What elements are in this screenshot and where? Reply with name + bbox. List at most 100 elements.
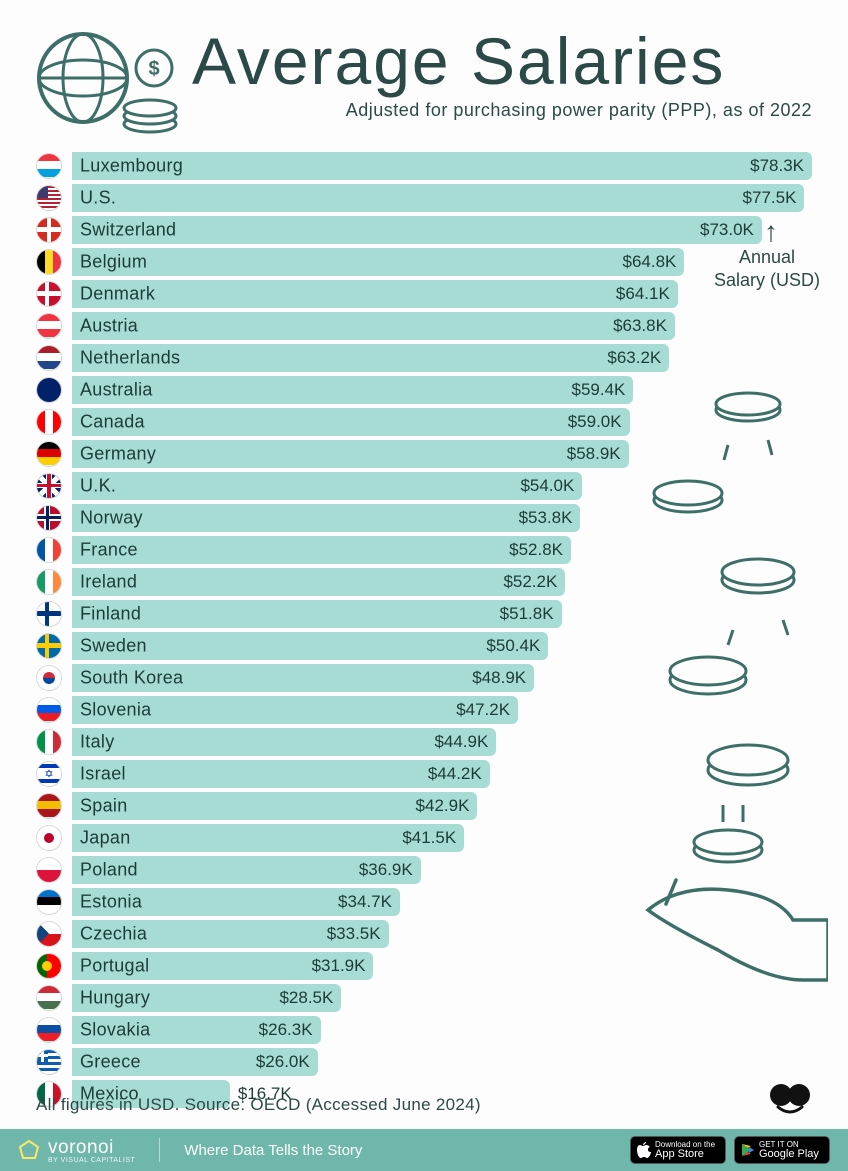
country-label: Netherlands — [80, 347, 180, 368]
flag-icon — [36, 1049, 62, 1075]
bar-row: Switzerland$73.0K — [36, 214, 812, 245]
flag-icon — [36, 601, 62, 627]
salary-bar: Austria$63.8K — [72, 312, 675, 340]
footer-tagline: Where Data Tells the Story — [184, 1142, 362, 1159]
bar-row: Austria$63.8K — [36, 310, 812, 341]
salary-value: $48.9K — [472, 668, 526, 688]
page-subtitle: Adjusted for purchasing power parity (PP… — [192, 100, 812, 121]
country-label: South Korea — [80, 667, 183, 688]
bar-row: South Korea $48.9K — [36, 662, 812, 693]
country-label: Luxembourg — [80, 155, 183, 176]
salary-bar: Belgium$64.8K — [72, 248, 684, 276]
flag-icon — [36, 825, 62, 851]
flag-icon — [36, 569, 62, 595]
salary-bar: South Korea $48.9K — [72, 664, 534, 692]
salary-bar: Sweden $50.4K — [72, 632, 548, 660]
bar-row: Italy $44.9K — [36, 726, 812, 757]
flag-icon — [36, 345, 62, 371]
flag-icon — [36, 505, 62, 531]
flag-icon — [36, 857, 62, 883]
bar-row: Denmark $64.1K — [36, 278, 812, 309]
country-label: Czechia — [80, 923, 147, 944]
bar-row: Slovakia$26.3K — [36, 1014, 812, 1045]
flag-icon — [36, 473, 62, 499]
country-label: Sweden — [80, 635, 147, 656]
footer-divider — [159, 1138, 160, 1162]
country-label: Israel — [80, 763, 126, 784]
bar-row: Finland $51.8K — [36, 598, 812, 629]
apple-icon — [637, 1142, 651, 1158]
source-note: All figures in USD. Source: OECD (Access… — [36, 1095, 481, 1115]
country-label: France — [80, 539, 138, 560]
salary-value: $42.9K — [416, 796, 470, 816]
bar-row: Canada$59.0K — [36, 406, 812, 437]
globe-coins-icon: $ — [28, 28, 178, 138]
salary-bar: U.K.$54.0K — [72, 472, 582, 500]
bar-row: Germany$58.9K — [36, 438, 812, 469]
flag-icon — [36, 953, 62, 979]
salary-value: $50.4K — [486, 636, 540, 656]
bar-row: Japan$41.5K — [36, 822, 812, 853]
salary-value: $26.0K — [256, 1052, 310, 1072]
header: $ Average Salaries Adjusted for purchasi… — [0, 0, 848, 138]
flag-icon — [36, 537, 62, 563]
app-store-badge[interactable]: Download on theApp Store — [630, 1136, 726, 1164]
salary-value: $36.9K — [359, 860, 413, 880]
salary-bar: Slovakia$26.3K — [72, 1016, 321, 1044]
voronoi-logo-icon — [18, 1139, 40, 1161]
bar-row: Hungary$28.5K — [36, 982, 812, 1013]
salary-value: $73.0K — [700, 220, 754, 240]
salary-value: $47.2K — [456, 700, 510, 720]
salary-bar: Spain $42.9K — [72, 792, 477, 820]
country-label: Japan — [80, 827, 131, 848]
country-label: Italy — [80, 731, 115, 752]
salary-bar: Germany$58.9K — [72, 440, 629, 468]
google-play-icon — [741, 1143, 755, 1157]
bar-row: Czechia $33.5K — [36, 918, 812, 949]
salary-value: $28.5K — [279, 988, 333, 1008]
vc-face-logo-icon — [768, 1083, 812, 1115]
footer-bar: voronoi BY VISUAL CAPITALIST Where Data … — [0, 1129, 848, 1171]
salary-bar: Hungary$28.5K — [72, 984, 341, 1012]
salary-bar: Denmark $64.1K — [72, 280, 678, 308]
country-label: Denmark — [80, 283, 155, 304]
salary-value: $51.8K — [500, 604, 554, 624]
salary-value: $53.8K — [519, 508, 573, 528]
country-label: U.S. — [80, 187, 116, 208]
country-label: Poland — [80, 859, 138, 880]
salary-value: $78.3K — [750, 156, 804, 176]
country-label: Norway — [80, 507, 143, 528]
salary-bar: Poland $36.9K — [72, 856, 421, 884]
bar-row: U.S.$77.5K — [36, 182, 812, 213]
salary-bar: Australia$59.4K — [72, 376, 633, 404]
salary-bar: Israel$44.2K — [72, 760, 490, 788]
flag-icon — [36, 185, 62, 211]
salary-value: $34.7K — [338, 892, 392, 912]
svg-text:$: $ — [148, 58, 159, 80]
salary-value: $63.2K — [607, 348, 661, 368]
google-play-badge[interactable]: GET IT ONGoogle Play — [734, 1136, 830, 1164]
bar-row: Poland $36.9K — [36, 854, 812, 885]
salary-value: $64.1K — [616, 284, 670, 304]
salary-value: $44.9K — [434, 732, 488, 752]
bar-row: ✡Israel$44.2K — [36, 758, 812, 789]
country-label: Canada — [80, 411, 145, 432]
country-label: Greece — [80, 1051, 141, 1072]
bar-row: U.K.$54.0K — [36, 470, 812, 501]
country-label: Slovakia — [80, 1019, 150, 1040]
salary-value: $33.5K — [327, 924, 381, 944]
salary-value: $63.8K — [613, 316, 667, 336]
salary-bar: Finland $51.8K — [72, 600, 562, 628]
country-label: Spain — [80, 795, 128, 816]
page-title: Average Salaries — [192, 28, 812, 94]
flag-icon — [36, 793, 62, 819]
bar-row: Slovenia$47.2K — [36, 694, 812, 725]
brand-sub: BY VISUAL CAPITALIST — [48, 1157, 135, 1164]
salary-bar: Canada$59.0K — [72, 408, 630, 436]
flag-icon — [36, 697, 62, 723]
bar-row: Greece $26.0K — [36, 1046, 812, 1077]
country-label: Finland — [80, 603, 141, 624]
salary-bar: Czechia $33.5K — [72, 920, 389, 948]
salary-value: $64.8K — [623, 252, 677, 272]
flag-icon — [36, 249, 62, 275]
